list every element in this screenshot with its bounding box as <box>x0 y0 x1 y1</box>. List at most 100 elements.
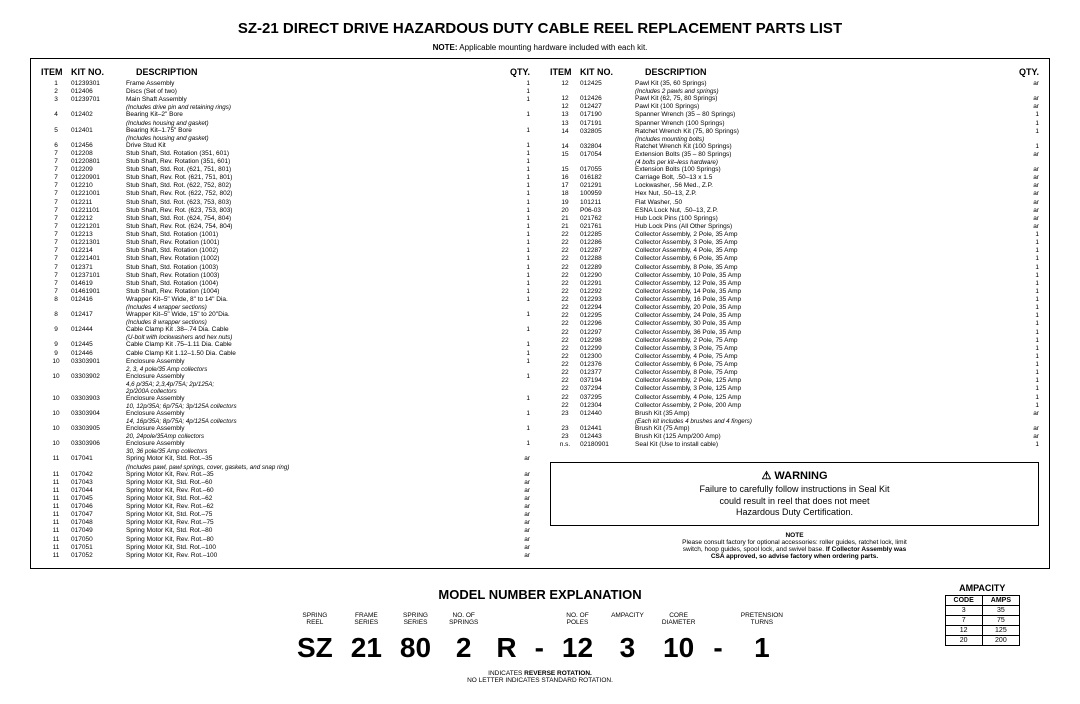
table-row: 22012287Collector Assembly, 4 Pole, 35 A… <box>550 247 1039 255</box>
model-col: SPRING SERIES80 <box>400 612 431 664</box>
table-row: 701221001Stub Shaft, Rev. Rot. (622, 752… <box>41 190 530 198</box>
table-row: 8012417Wrapper Kit–5" Wide, 15" to 20"Di… <box>41 311 530 319</box>
table-row: 701461901Stub Shaft, Rev. Rotation (1004… <box>41 288 530 296</box>
table-row: 22012304Collector Assembly, 2 Pole, 200 … <box>550 402 1039 410</box>
table-row: 7012214Stub Shaft, Std. Rotation (1002)1 <box>41 247 530 255</box>
table-row: 14032804Ratchet Wrench Kit (100 Springs)… <box>550 143 1039 151</box>
table-sub-row: 14, 16p/35A; 8p/75A; 4p/125A collectors <box>41 418 530 425</box>
table-sub-row: 10, 12p/35A; 6p/75A; 3p/125A collectors <box>41 403 530 410</box>
model-number-section: MODEL NUMBER EXPLANATION SPRING REELSZFR… <box>30 587 1050 684</box>
table-row: 11017044Spring Motor Kit, Rev. Rot.–60ar <box>41 487 530 495</box>
table-row: 11017051Spring Motor Kit, Std. Rot.–100a… <box>41 544 530 552</box>
table-row: 11017042Spring Motor Kit, Rev. Rot.–35ar <box>41 471 530 479</box>
table-row: 22012291Collector Assembly, 12 Pole, 35 … <box>550 280 1039 288</box>
warning-header: WARNING <box>557 469 1032 482</box>
table-row: 7012210Stub Shaft, Std. Rot. (622, 752, … <box>41 182 530 190</box>
table-row: 21021762Hub Lock Pins (100 Springs)ar <box>550 215 1039 223</box>
table-row: 7012208Stub Shaft, Std. Rotation (351, 6… <box>41 150 530 158</box>
table-row: 701221301Stub Shaft, Rev. Rotation (1001… <box>41 239 530 247</box>
model-col: SPRING REELSZ <box>297 612 333 664</box>
table-row: 22012295Collector Assembly, 24 Pole, 35 … <box>550 312 1039 320</box>
table-row: 1003303904Enclosure Assembly1 <box>41 410 530 418</box>
table-row: 17021291Lockwasher, .56 Med., Z.P.ar <box>550 182 1039 190</box>
table-sub-row: (Includes 8 wrapper sections) <box>41 319 530 326</box>
model-col: - <box>535 612 544 664</box>
table-sub-row: (4 bolts per kit–less hardware) <box>550 159 1039 166</box>
table-row: 15017054Extension Bolts (35 – 80 Springs… <box>550 151 1039 159</box>
ampacity-row: 335 <box>945 605 1019 615</box>
table-sub-row: (U-bolt with lockwashers and hex nuts) <box>41 334 530 341</box>
table-row: 4012402Bearing Kit–2" Bore1 <box>41 111 530 119</box>
bottom-note: NOTE Please consult factory for optional… <box>550 532 1039 560</box>
table-row: 7012212Stub Shaft, Std. Rot. (624, 754, … <box>41 215 530 223</box>
table-row: 22037194Collector Assembly, 2 Pole, 125 … <box>550 377 1039 385</box>
table-row: 16016182Carriage Bolt, .50–13 x 1.5ar <box>550 174 1039 182</box>
table-row: 701221101Stub Shaft, Rev. Rot. (623, 753… <box>41 207 530 215</box>
table-row: 22012290Collector Assembly, 10 Pole, 35 … <box>550 272 1039 280</box>
table-row: 14032805Ratchet Wrench Kit (75, 80 Sprin… <box>550 128 1039 136</box>
ampacity-row: 775 <box>945 615 1019 625</box>
model-col: NO. OF POLES12 <box>562 612 593 664</box>
table-row: 22012288Collector Assembly, 6 Pole, 35 A… <box>550 255 1039 263</box>
ampacity-row: 12125 <box>945 625 1019 635</box>
table-row: 701221401Stub Shaft, Rev. Rotation (1002… <box>41 255 530 263</box>
table-sub-row: 2, 3, 4 pole/35 Amp collectors <box>41 366 530 373</box>
table-row: 22012285Collector Assembly, 2 Pole, 35 A… <box>550 231 1039 239</box>
table-row: 7012371Stub Shaft, Std. Rotation (1003)1 <box>41 264 530 272</box>
table-row: 7014619Stub Shaft, Std. Rotation (1004)1 <box>41 280 530 288</box>
table-row: 22012292Collector Assembly, 14 Pole, 35 … <box>550 288 1039 296</box>
table-sub-row: (Includes pawl, pawl springs, cover, gas… <box>41 464 530 471</box>
table-row: 701237101Stub Shaft, Rev. Rotation (1003… <box>41 272 530 280</box>
table-sub-row: (Includes housing and gasket) <box>41 120 530 127</box>
table-row: n.s.02180901Seal Kit (Use to install cab… <box>550 441 1039 449</box>
table-row: 12012427Pawl Kit (100 Springs)ar <box>550 103 1039 111</box>
parts-table: ITEM KIT NO. DESCRIPTION QTY. 101239301F… <box>30 58 1050 569</box>
table-row: 701221201Stub Shaft, Rev. Rot. (624, 754… <box>41 223 530 231</box>
table-row: 701220801Stub Shaft, Rev. Rotation (351,… <box>41 158 530 166</box>
table-sub-row: (Includes 2 pawls and springs) <box>550 88 1039 95</box>
table-row: 301239701Main Shaft Assembly1 <box>41 96 530 104</box>
table-row: 6012456Drive Stud Kit1 <box>41 142 530 150</box>
table-row: 22012294Collector Assembly, 20 Pole, 35 … <box>550 304 1039 312</box>
model-col: FRAME SERIES21 <box>351 612 382 664</box>
table-row: 11017046Spring Motor Kit, Rev. Rot.–62ar <box>41 503 530 511</box>
ampacity-box: AMPACITY CODEAMPS 3357751212520200 <box>945 583 1020 646</box>
table-row: 1003303901Enclosure Assembly1 <box>41 358 530 366</box>
table-row: 22012289Collector Assembly, 8 Pole, 35 A… <box>550 264 1039 272</box>
table-row: 22037295Collector Assembly, 4 Pole, 125 … <box>550 394 1039 402</box>
table-row: 22012377Collector Assembly, 8 Pole, 75 A… <box>550 369 1039 377</box>
table-sub-row: 20, 24pole/35Amp collectors <box>41 433 530 440</box>
table-row: 2012406Discs (Set of two)1 <box>41 88 530 96</box>
table-row: 22012299Collector Assembly, 3 Pole, 75 A… <box>550 345 1039 353</box>
top-note: NOTE: Applicable mounting hardware inclu… <box>30 43 1050 52</box>
table-row: 12012425Pawl Kit (35, 60 Springs)ar <box>550 80 1039 88</box>
table-sub-row: (Includes housing and gasket) <box>41 135 530 142</box>
model-col: AMPACITY3 <box>611 612 644 664</box>
table-row: 23012440Brush Kit (35 Amp)ar <box>550 410 1039 418</box>
model-col: PRETENSION TURNS1 <box>741 612 783 664</box>
table-row: 22012297Collector Assembly, 36 Pole, 35 … <box>550 329 1039 337</box>
table-row: 11017047Spring Motor Kit, Std. Rot.–75ar <box>41 511 530 519</box>
table-row: 23012443Brush Kit (125 Amp/200 Amp)ar <box>550 433 1039 441</box>
table-sub-row: 2p/200A collectors <box>41 388 530 395</box>
table-row: 1003303903Enclosure Assembly1 <box>41 395 530 403</box>
warning-box: WARNING Failure to carefully follow inst… <box>550 462 1039 526</box>
table-row: 11017043Spring Motor Kit, Std. Rot.–60ar <box>41 479 530 487</box>
table-sub-row: (Each kit includes 4 brushes and 4 finge… <box>550 418 1039 425</box>
table-row: 22012293Collector Assembly, 16 Pole, 35 … <box>550 296 1039 304</box>
table-row: 7012209Stub Shaft, Std. Rot. (621, 751, … <box>41 166 530 174</box>
table-row: 23012441Brush Kit (75 Amp)ar <box>550 425 1039 433</box>
right-column: ITEM KIT NO. DESCRIPTION QTY. 12012425Pa… <box>550 67 1039 560</box>
table-row: 22012376Collector Assembly, 6 Pole, 75 A… <box>550 361 1039 369</box>
table-row: 22012296Collector Assembly, 30 Pole, 35 … <box>550 320 1039 328</box>
table-row: 13017191Spanner Wrench (100 Springs)1 <box>550 120 1039 128</box>
table-row: 8012416Wrapper Kit–5" Wide, 8" to 14" Di… <box>41 296 530 304</box>
table-row: 12012426Pawl Kit (62, 75, 80 Springs)ar <box>550 95 1039 103</box>
table-row: 15017055Extension Bolts (100 Springs)ar <box>550 166 1039 174</box>
table-row: 11017052Spring Motor Kit, Rev. Rot.–100a… <box>41 552 530 560</box>
page-title: SZ-21 DIRECT DRIVE HAZARDOUS DUTY CABLE … <box>30 20 1050 37</box>
table-row: 22012298Collector Assembly, 2 Pole, 75 A… <box>550 337 1039 345</box>
table-row: 13017190Spanner Wrench (35 – 80 Springs)… <box>550 111 1039 119</box>
model-col: - <box>713 612 722 664</box>
table-row: 9012446Cable Clamp Kit 1.12–1.50 Dia. Ca… <box>41 350 530 358</box>
